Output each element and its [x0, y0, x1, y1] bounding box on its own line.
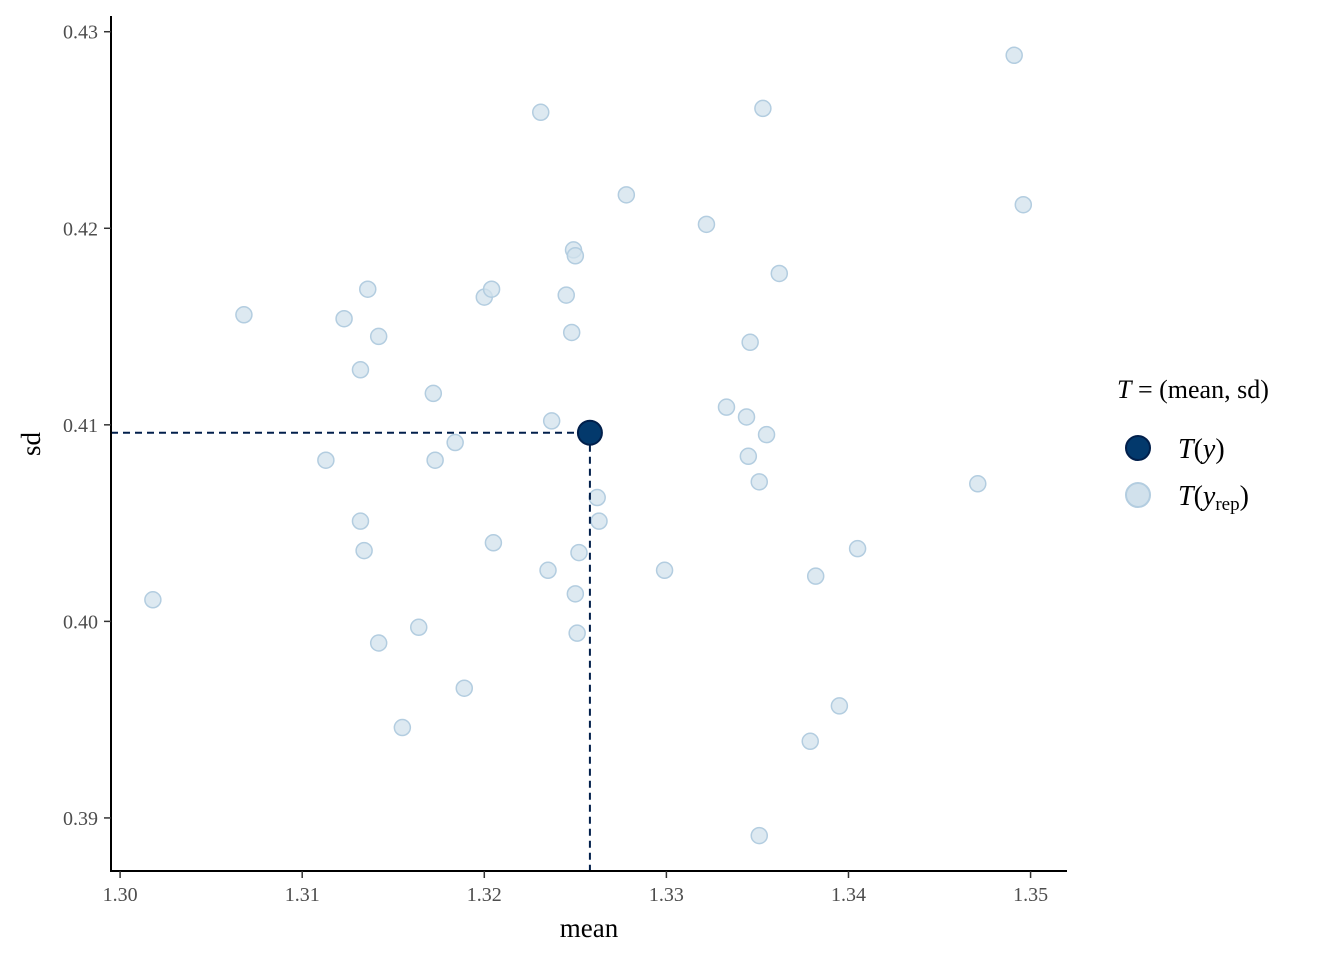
replicated-point	[562, 323, 581, 342]
observed-guide-lines	[111, 431, 591, 871]
replicated-point	[1005, 46, 1023, 65]
legend-key-replicated	[1125, 482, 1151, 508]
replicated-point	[369, 634, 388, 652]
replicated-point	[737, 408, 756, 426]
replicated-point	[801, 732, 819, 751]
y-tick-label: 0.43	[63, 22, 98, 44]
replicated-point	[235, 306, 253, 324]
observed-point-layer	[576, 419, 603, 446]
replicated-point	[455, 679, 474, 697]
replicated-points-layer	[144, 46, 1033, 845]
legend-title: T = (mean, sd)	[1117, 375, 1269, 404]
replicated-point	[317, 451, 335, 469]
replicated-point	[335, 309, 353, 328]
replicated-point	[570, 543, 588, 562]
y-tick-label: 0.40	[63, 611, 98, 633]
x-axis-ticks: 1.30 1.31 1.32 1.33 1.34 1.35	[103, 871, 1048, 906]
replicated-point	[351, 361, 370, 379]
replicated-point	[568, 624, 586, 642]
y-tick-label: 0.41	[63, 415, 98, 437]
replicated-point	[617, 186, 636, 204]
replicated-point	[588, 488, 606, 507]
replicated-point	[359, 280, 377, 298]
replicated-point	[393, 718, 412, 737]
replicated-point	[1014, 195, 1033, 214]
replicated-point	[557, 286, 575, 304]
replicated-point	[144, 591, 162, 609]
y-axis-ticks: 0.39 0.40 0.41 0.42 0.43	[63, 22, 111, 830]
replicated-point	[741, 333, 759, 352]
replicated-point	[830, 697, 849, 715]
replicated-point	[969, 475, 987, 493]
y-tick-label: 0.39	[63, 808, 98, 830]
replicated-point	[757, 425, 776, 444]
replicated-point	[566, 247, 585, 265]
replicated-point	[424, 384, 443, 403]
x-tick-label: 1.30	[103, 884, 138, 906]
replicated-point	[655, 561, 674, 580]
replicated-point	[848, 539, 867, 558]
replicated-point	[806, 567, 825, 585]
replicated-point	[590, 512, 608, 530]
replicated-point	[369, 327, 388, 346]
replicated-point	[426, 451, 444, 469]
x-tick-label: 1.32	[467, 884, 502, 906]
replicated-point	[539, 561, 557, 580]
replicated-point	[750, 826, 769, 845]
replicated-point	[351, 512, 370, 530]
replicated-point	[754, 99, 772, 118]
legend-label-replicated: T(yrep)	[1178, 481, 1249, 515]
observed-point	[576, 419, 603, 446]
x-tick-label: 1.34	[831, 884, 866, 906]
replicated-point	[542, 412, 561, 430]
replicated-point	[770, 264, 789, 283]
replicated-point	[482, 280, 501, 298]
x-axis-title: mean	[560, 913, 619, 943]
replicated-point	[697, 215, 716, 234]
replicated-point	[355, 541, 373, 560]
y-axis-title: sd	[16, 432, 46, 457]
x-tick-label: 1.31	[285, 884, 320, 906]
x-tick-label: 1.33	[649, 884, 684, 906]
legend-key-observed	[1125, 435, 1151, 461]
y-tick-label: 0.42	[63, 218, 98, 240]
replicated-point	[717, 398, 736, 416]
replicated-point	[409, 618, 428, 637]
replicated-point	[739, 447, 758, 466]
replicated-point	[531, 103, 550, 122]
replicated-point	[446, 433, 464, 452]
x-tick-label: 1.35	[1013, 884, 1048, 906]
replicated-point	[484, 534, 503, 552]
replicated-point	[566, 585, 585, 603]
replicated-point	[750, 473, 769, 491]
legend-label-observed: T(y)	[1178, 434, 1225, 465]
legend: T = (mean, sd) T(y) T(yrep)	[1117, 375, 1269, 515]
